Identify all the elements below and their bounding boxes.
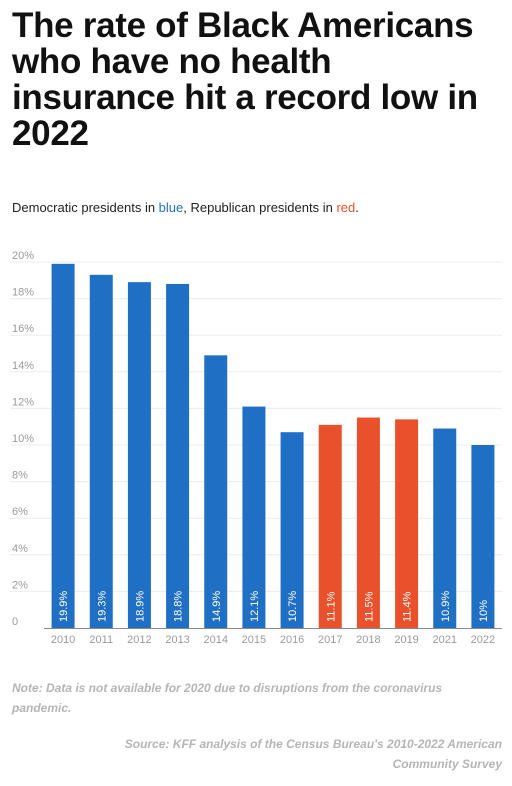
bar-2022 bbox=[471, 445, 495, 628]
bar-value-labels: 19.9% 19.3% 18.9% 18.8% 14.9% 12.1% 10.7% 11.1%… bbox=[58, 591, 490, 622]
y-tick-label: 4% bbox=[12, 543, 28, 555]
y-axis-ticks: 0 2% 4% 6% 8% 10% 12% 14% 16% 18% 20% bbox=[12, 250, 34, 628]
bar-value-label: 10.9% bbox=[440, 591, 452, 622]
x-tick-label: 2016 bbox=[280, 634, 304, 646]
y-tick-label: 20% bbox=[12, 250, 34, 262]
bar-value-label: 14.9% bbox=[211, 591, 223, 622]
bar-chart: 0 2% 4% 6% 8% 10% 12% 14% 16% 18% 20% 19.9% 19.3% 18… bbox=[10, 250, 502, 646]
bar-value-label: 19.3% bbox=[96, 591, 108, 622]
bar-2021 bbox=[433, 428, 457, 628]
chart-subtitle: Democratic presidents in blue, Republica… bbox=[12, 200, 359, 215]
y-tick-label: 6% bbox=[12, 506, 28, 518]
subtitle-middle: , Republican presidents in bbox=[183, 200, 337, 215]
x-tick-label: 2014 bbox=[204, 634, 228, 646]
x-tick-label: 2012 bbox=[127, 634, 151, 646]
y-tick-label: 14% bbox=[12, 360, 34, 372]
bar-value-label: 11.1% bbox=[325, 591, 337, 622]
x-tick-label: 2017 bbox=[318, 634, 342, 646]
footnote: Note: Data is not available for 2020 due… bbox=[12, 681, 443, 715]
subtitle-suffix: . bbox=[355, 200, 359, 215]
x-tick-label: 2021 bbox=[433, 634, 457, 646]
bar-value-label: 18.9% bbox=[134, 591, 146, 622]
bar-value-label: 12.1% bbox=[249, 591, 261, 622]
bar-value-label: 18.8% bbox=[173, 591, 185, 622]
bar-value-label: 11.4% bbox=[402, 591, 414, 622]
bar-2019 bbox=[395, 419, 419, 628]
x-tick-label: 2015 bbox=[242, 634, 266, 646]
x-tick-label: 2011 bbox=[89, 634, 113, 646]
source-credit: Source: KFF analysis of the Census Burea… bbox=[124, 737, 502, 771]
chart-title: The rate of Black Americans who have no … bbox=[12, 6, 478, 153]
bar-value-label: 10.7% bbox=[287, 591, 299, 622]
bar-2010 bbox=[51, 263, 75, 628]
bar-2016 bbox=[280, 432, 304, 628]
x-tick-label: 2019 bbox=[394, 634, 418, 646]
x-tick-label: 2018 bbox=[356, 634, 380, 646]
y-tick-label: 0 bbox=[12, 616, 18, 628]
subtitle-red-word: red bbox=[336, 200, 356, 215]
y-tick-label: 10% bbox=[12, 433, 34, 445]
y-tick-label: 2% bbox=[12, 579, 28, 591]
x-tick-label: 2010 bbox=[51, 634, 75, 646]
y-tick-label: 16% bbox=[12, 323, 34, 335]
bars bbox=[51, 263, 495, 628]
bar-value-label: 11.5% bbox=[363, 591, 375, 622]
bar-2013 bbox=[166, 283, 190, 628]
y-tick-label: 8% bbox=[12, 470, 28, 482]
bar-value-label: 19.9% bbox=[58, 591, 70, 622]
subtitle-blue-word: blue bbox=[158, 200, 184, 215]
y-tick-label: 12% bbox=[12, 396, 34, 408]
bar-2014 bbox=[204, 355, 228, 628]
bar-2015 bbox=[242, 406, 266, 628]
subtitle-prefix: Democratic presidents in bbox=[12, 200, 159, 215]
x-axis-ticks: 2010 2011 2012 2013 2014 2015 2016 2017 2018 2019… bbox=[51, 634, 495, 646]
x-tick-label: 2022 bbox=[471, 634, 495, 646]
bar-2018 bbox=[356, 417, 380, 628]
bar-2011 bbox=[89, 274, 113, 628]
bar-value-label: 10% bbox=[478, 600, 490, 622]
y-tick-label: 18% bbox=[12, 287, 34, 299]
x-tick-label: 2013 bbox=[165, 634, 189, 646]
bar-2017 bbox=[318, 424, 342, 628]
bar-2012 bbox=[127, 282, 151, 628]
